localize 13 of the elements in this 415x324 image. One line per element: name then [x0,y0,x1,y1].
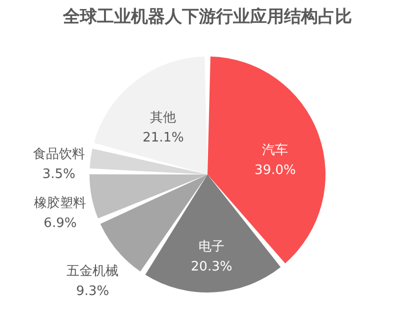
slice-label: 电子 [198,239,225,254]
slice-label: 五金机械 [66,264,119,279]
data-label: 9.3% [76,284,110,299]
slice-label: 汽车 [262,143,288,158]
slice-label: 食品饮料 [32,147,85,162]
data-label: 3.5% [42,167,76,182]
data-label: 39.0% [254,163,296,178]
slice-label: 橡胶塑料 [34,194,86,211]
data-label: 21.1% [142,130,184,146]
data-label: 20.3% [190,259,232,274]
slice-label: 其他 [150,110,176,126]
chart-title: 全球工业机器人下游行业应用结构占比 [62,7,352,27]
data-label: 6.9% [44,216,77,231]
